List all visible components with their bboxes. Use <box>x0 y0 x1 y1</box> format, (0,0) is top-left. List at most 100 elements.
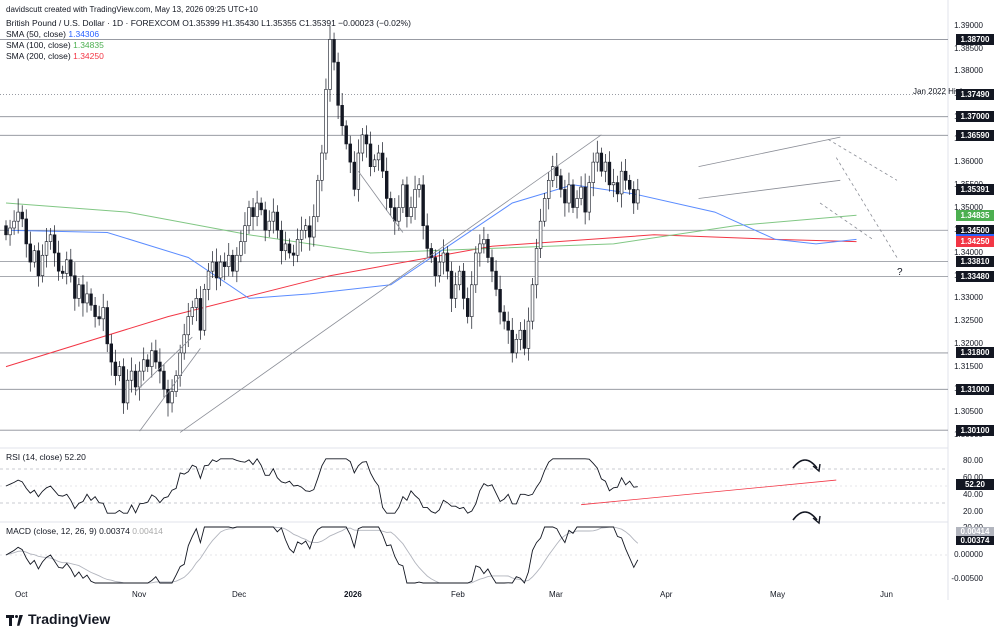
candle-down <box>113 361 118 376</box>
candle-down <box>445 252 450 272</box>
rising-channel-upper <box>698 136 841 168</box>
candle-up <box>227 254 231 267</box>
candle-up <box>48 234 53 242</box>
candle-down <box>275 211 280 231</box>
candle-down <box>56 252 61 272</box>
candle-up <box>457 270 462 286</box>
candle-down <box>214 261 219 279</box>
macd-reversal-arrow-head <box>812 515 821 525</box>
candle-up <box>372 159 377 167</box>
candle-up <box>603 161 608 172</box>
candle-up <box>530 284 535 322</box>
candle-down <box>623 170 628 181</box>
sma-200-legend[interactable]: SMA (200, close) 1.34250 <box>6 51 104 61</box>
candle-up <box>417 184 421 190</box>
candle-up <box>397 207 401 222</box>
price-tick: 1.38000 <box>954 66 983 76</box>
rsi-tick: 40.00 <box>962 489 983 499</box>
candle-up <box>575 198 579 208</box>
candle-down <box>461 270 466 299</box>
candle-up <box>437 261 442 277</box>
candle-down <box>465 298 470 317</box>
price-tick: 1.36000 <box>954 157 983 167</box>
price-tick: 1.38500 <box>954 43 983 53</box>
candle-down <box>81 284 85 304</box>
candle-up <box>170 391 174 404</box>
time-tick: Oct <box>15 590 28 599</box>
candle-down <box>425 225 429 249</box>
candle-up <box>150 350 154 367</box>
macd-legend-v1: 0.00374 <box>99 526 130 536</box>
candle-up <box>142 359 146 372</box>
candle-down <box>429 248 433 258</box>
time-tick: May <box>770 590 786 599</box>
candle-up <box>636 189 640 204</box>
candle-down <box>162 370 166 390</box>
rsi-tick: 80.00 <box>962 455 983 465</box>
candle-up <box>85 293 89 304</box>
price-tick: 1.32000 <box>954 338 983 348</box>
candle-down <box>348 143 352 163</box>
price-badge: 1.34250 <box>956 236 994 248</box>
candle-up <box>312 216 316 238</box>
macd-legend[interactable]: MACD (close, 12, 26, 9) 0.00374 0.00414 <box>6 526 163 536</box>
candle-down <box>24 218 28 245</box>
candle-down <box>506 320 510 331</box>
candle-down <box>231 254 235 272</box>
candle-down <box>223 261 227 267</box>
symbol-title: British Pound / U.S. Dollar · 1D · FOREX… <box>6 18 411 29</box>
sma-100-legend[interactable]: SMA (100, close) 1.34835 <box>6 40 104 50</box>
candle-up <box>186 316 190 336</box>
candle-down <box>109 343 114 363</box>
candle-down <box>522 329 527 349</box>
price-tick: 1.31500 <box>954 361 983 371</box>
candle-up <box>101 307 105 320</box>
level-badge: 1.38700 <box>956 33 994 45</box>
candle-down <box>490 257 494 272</box>
candle-down <box>393 207 397 222</box>
level-badge: 1.33810 <box>956 256 994 268</box>
rising-channel-lower <box>698 179 841 199</box>
candle-down <box>494 270 498 290</box>
candle-up <box>16 211 20 222</box>
candle-down <box>198 298 203 331</box>
time-tick: Feb <box>451 590 465 599</box>
rsi-legend-value: 52.20 <box>64 452 86 462</box>
price-badge: 1.34835 <box>956 209 994 221</box>
level-badge: 1.37490 <box>956 88 994 100</box>
candle-down <box>571 184 575 208</box>
candle-up <box>44 241 49 256</box>
candle-up <box>125 379 130 404</box>
candle-up <box>316 179 320 217</box>
candle-down <box>340 105 344 127</box>
candle-up <box>32 250 37 263</box>
price-tick: 1.33000 <box>954 293 983 303</box>
candle-up <box>218 261 223 279</box>
rsi-value-badge: 52.20 <box>956 478 994 490</box>
candle-up <box>194 298 199 308</box>
candle-up <box>247 207 251 227</box>
candle-up <box>202 289 207 331</box>
sma-50-legend[interactable]: SMA (50, close) 1.34306 <box>6 29 100 39</box>
candle-down <box>4 225 8 236</box>
tradingview-logo[interactable]: TradingView <box>6 611 110 627</box>
candle-down <box>336 61 340 106</box>
candle-down <box>158 361 162 372</box>
symbol-name[interactable]: British Pound / U.S. Dollar · 1D · FOREX… <box>6 18 180 28</box>
candle-down <box>421 184 425 227</box>
time-tick: Jun <box>880 590 893 599</box>
candle-up <box>129 370 134 381</box>
rsi-reversal-arrow-head <box>812 463 821 473</box>
candle-up <box>320 152 324 181</box>
candle-up <box>235 254 239 272</box>
candle-up <box>376 152 381 161</box>
candle-down <box>599 152 604 172</box>
candle-down <box>559 175 563 190</box>
candle-up <box>210 261 215 272</box>
candle-up <box>283 243 288 252</box>
candle-down <box>251 207 255 217</box>
time-tick: Mar <box>549 590 563 599</box>
price-tick: 1.30500 <box>954 407 983 416</box>
rsi-legend[interactable]: RSI (14, close) 52.20 <box>6 452 86 462</box>
